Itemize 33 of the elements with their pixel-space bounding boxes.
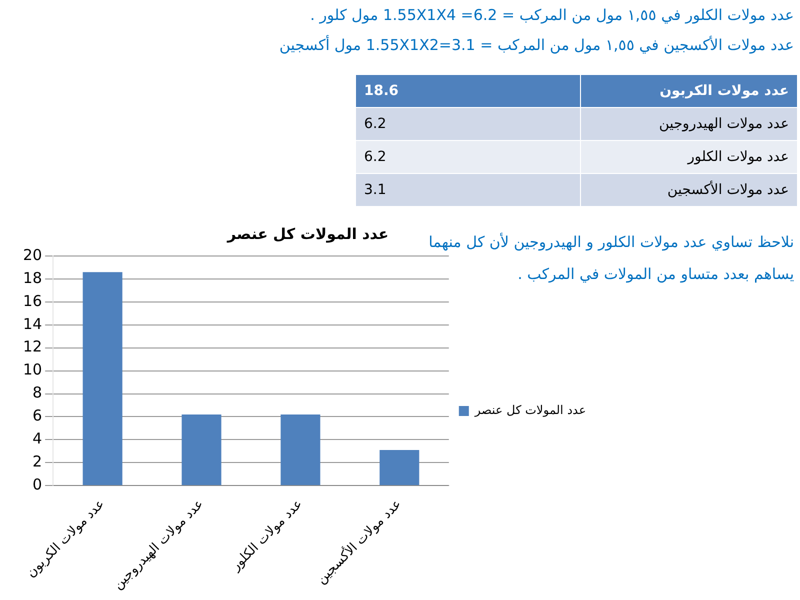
y-tick-label: 16 — [22, 292, 42, 310]
text: عدد مولات الأكسجين في ١,٥٥ مول من المركب = 1.55X1X2=3.1 مول أكسجين — [279, 36, 794, 54]
y-tick-label: 8 — [32, 384, 42, 402]
x-tick-label: عدد مولات الكلور — [228, 496, 306, 575]
bar — [82, 272, 122, 486]
y-tick-label: 4 — [32, 430, 42, 448]
text: نلاحظ تساوي عدد مولات الكلور و الهيدروجين لأن كل منهما — [428, 232, 794, 253]
y-tick-label: 12 — [22, 338, 42, 356]
y-tick-label: 18 — [22, 268, 42, 287]
x-tick-label: عدد مولات الكربون — [24, 496, 108, 581]
data-label: 18.6 — [356, 74, 580, 108]
y-tick-label: 2 — [32, 452, 42, 471]
y-tick-label: 0 — [32, 476, 42, 494]
category-label: عدد مولات الكلور — [580, 140, 798, 174]
data-label: 6.2 — [356, 140, 580, 174]
y-tick-label: 20 — [22, 246, 42, 264]
y-tick-label: 14 — [22, 314, 42, 333]
category-label: عدد مولات الهيدروجين — [580, 108, 798, 140]
text: يساهم بعدد متساو من المولات في المركب . — [516, 264, 794, 285]
data-label: 6.2 — [356, 108, 580, 140]
x-tick-label: عدد مولات الأكسجين — [312, 495, 405, 588]
bar — [380, 450, 420, 486]
category-label: عدد مولات الكربون — [580, 74, 798, 108]
chart-title: عدد المولات كل عنصر — [226, 224, 389, 243]
bar — [182, 414, 222, 486]
legend-label: عدد المولات كل عنصر — [474, 403, 586, 418]
y-tick-label: 6 — [32, 406, 42, 425]
x-tick-label: عدد مولات الهيدروجين — [110, 496, 207, 593]
category-label: عدد مولات الأكسجين — [580, 174, 798, 206]
bar — [280, 414, 320, 486]
text: عدد مولات الكلور في ١,٥٥ مول من المركب = 6.2= 1.55X1X4 مول كلور . — [310, 6, 794, 24]
y-tick-label: 10 — [22, 360, 42, 379]
data-label: 3.1 — [356, 174, 580, 206]
